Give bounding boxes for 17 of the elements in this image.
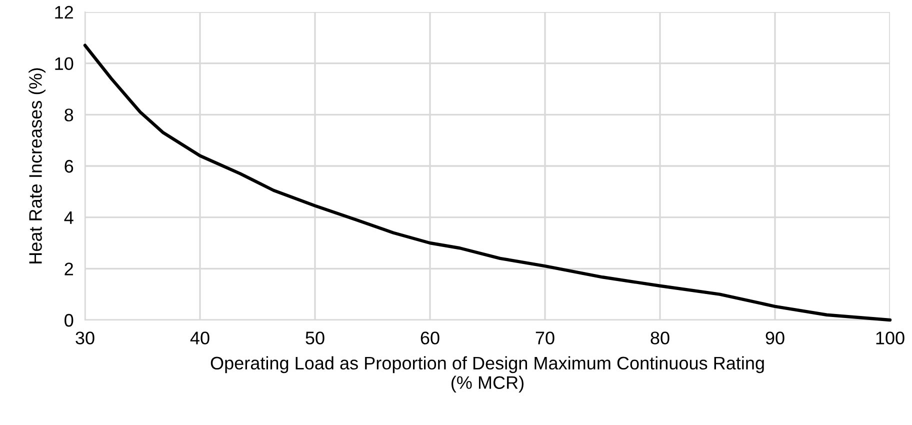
x-tick-label: 70 (536, 332, 554, 344)
x-tick-label: 90 (766, 332, 784, 344)
y-tick-label: 10 (55, 57, 74, 70)
x-tick-label: 30 (76, 332, 94, 344)
x-tick-label: 60 (420, 332, 440, 344)
y-tick-label: 12 (55, 6, 73, 19)
y-tick-label: 4 (64, 211, 74, 224)
y-tick-label: 0 (64, 314, 74, 327)
x-axis-title: Operating Load as Proportion of Design Maximum Continuous Rating (% MCR) (210, 356, 764, 393)
x-tick-label: 80 (650, 332, 670, 344)
x-tick-label: 50 (306, 332, 324, 344)
y-axis-title: Heat Rate Increases (%) (28, 68, 46, 264)
y-tick-label: 8 (64, 108, 74, 122)
x-tick-label: 100 (876, 332, 904, 344)
y-tick-label: 2 (64, 262, 73, 276)
y-tick-label: 6 (64, 160, 74, 173)
x-tick-label: 40 (190, 332, 210, 344)
